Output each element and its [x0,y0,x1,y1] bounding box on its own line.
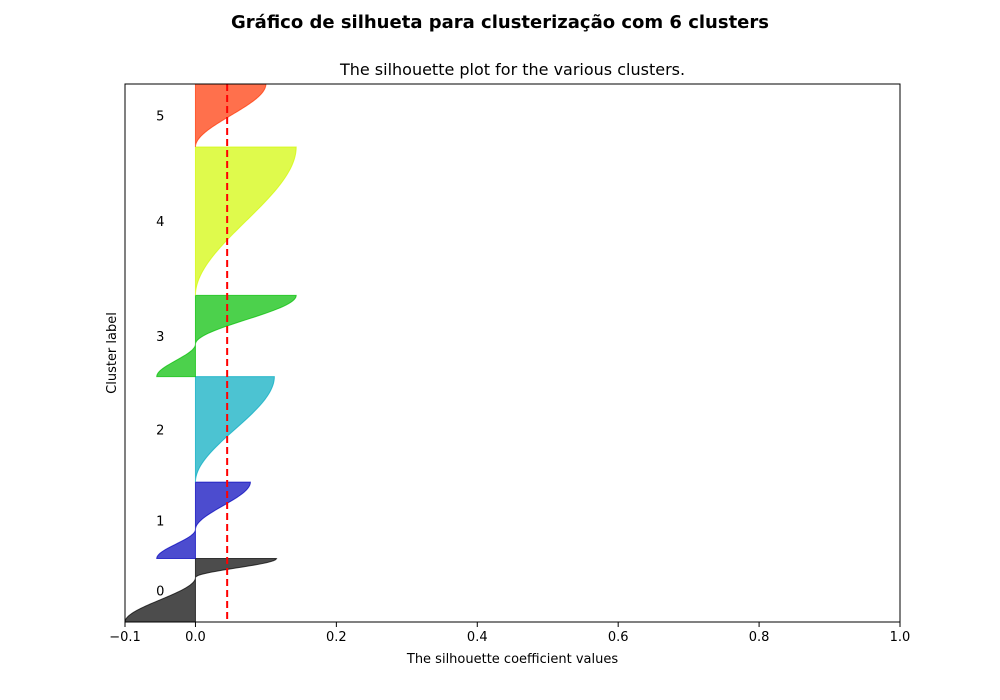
y-axis-label: Cluster label [105,312,120,394]
x-tick-label: 0.4 [467,630,488,645]
axes-frame [124,83,901,623]
x-axis-label: The silhouette coefficient values [406,652,618,667]
cluster-label-3: 3 [156,330,164,345]
cluster-3-silhouette [156,294,297,378]
x-tick-label: −0.1 [109,630,141,645]
x-tick-label: 0.8 [749,630,770,645]
cluster-4-silhouette [194,146,297,296]
x-tick-label: 1.0 [890,630,911,645]
cluster-2-silhouette [194,376,275,483]
cluster-label-5: 5 [156,109,164,124]
x-tick-label: 0.6 [608,630,629,645]
chart-title: The silhouette plot for the various clus… [339,60,685,79]
cluster-1-silhouette [156,481,251,560]
x-tick-label: 0.2 [326,630,347,645]
x-ticks: −0.1 0.0 0.2 0.4 0.6 0.8 1.0 [109,622,910,645]
cluster-5-silhouette [194,83,267,147]
figure-suptitle: Gráfico de silhueta para clusterização c… [231,12,769,33]
cluster-0-silhouette [124,558,278,623]
cluster-label-0: 0 [156,584,164,599]
cluster-label-2: 2 [156,423,164,438]
x-tick-label: 0.0 [185,630,206,645]
cluster-label-1: 1 [156,514,164,529]
clusters-layer: 0 1 2 3 4 5 [124,83,297,623]
cluster-label-4: 4 [156,215,164,230]
